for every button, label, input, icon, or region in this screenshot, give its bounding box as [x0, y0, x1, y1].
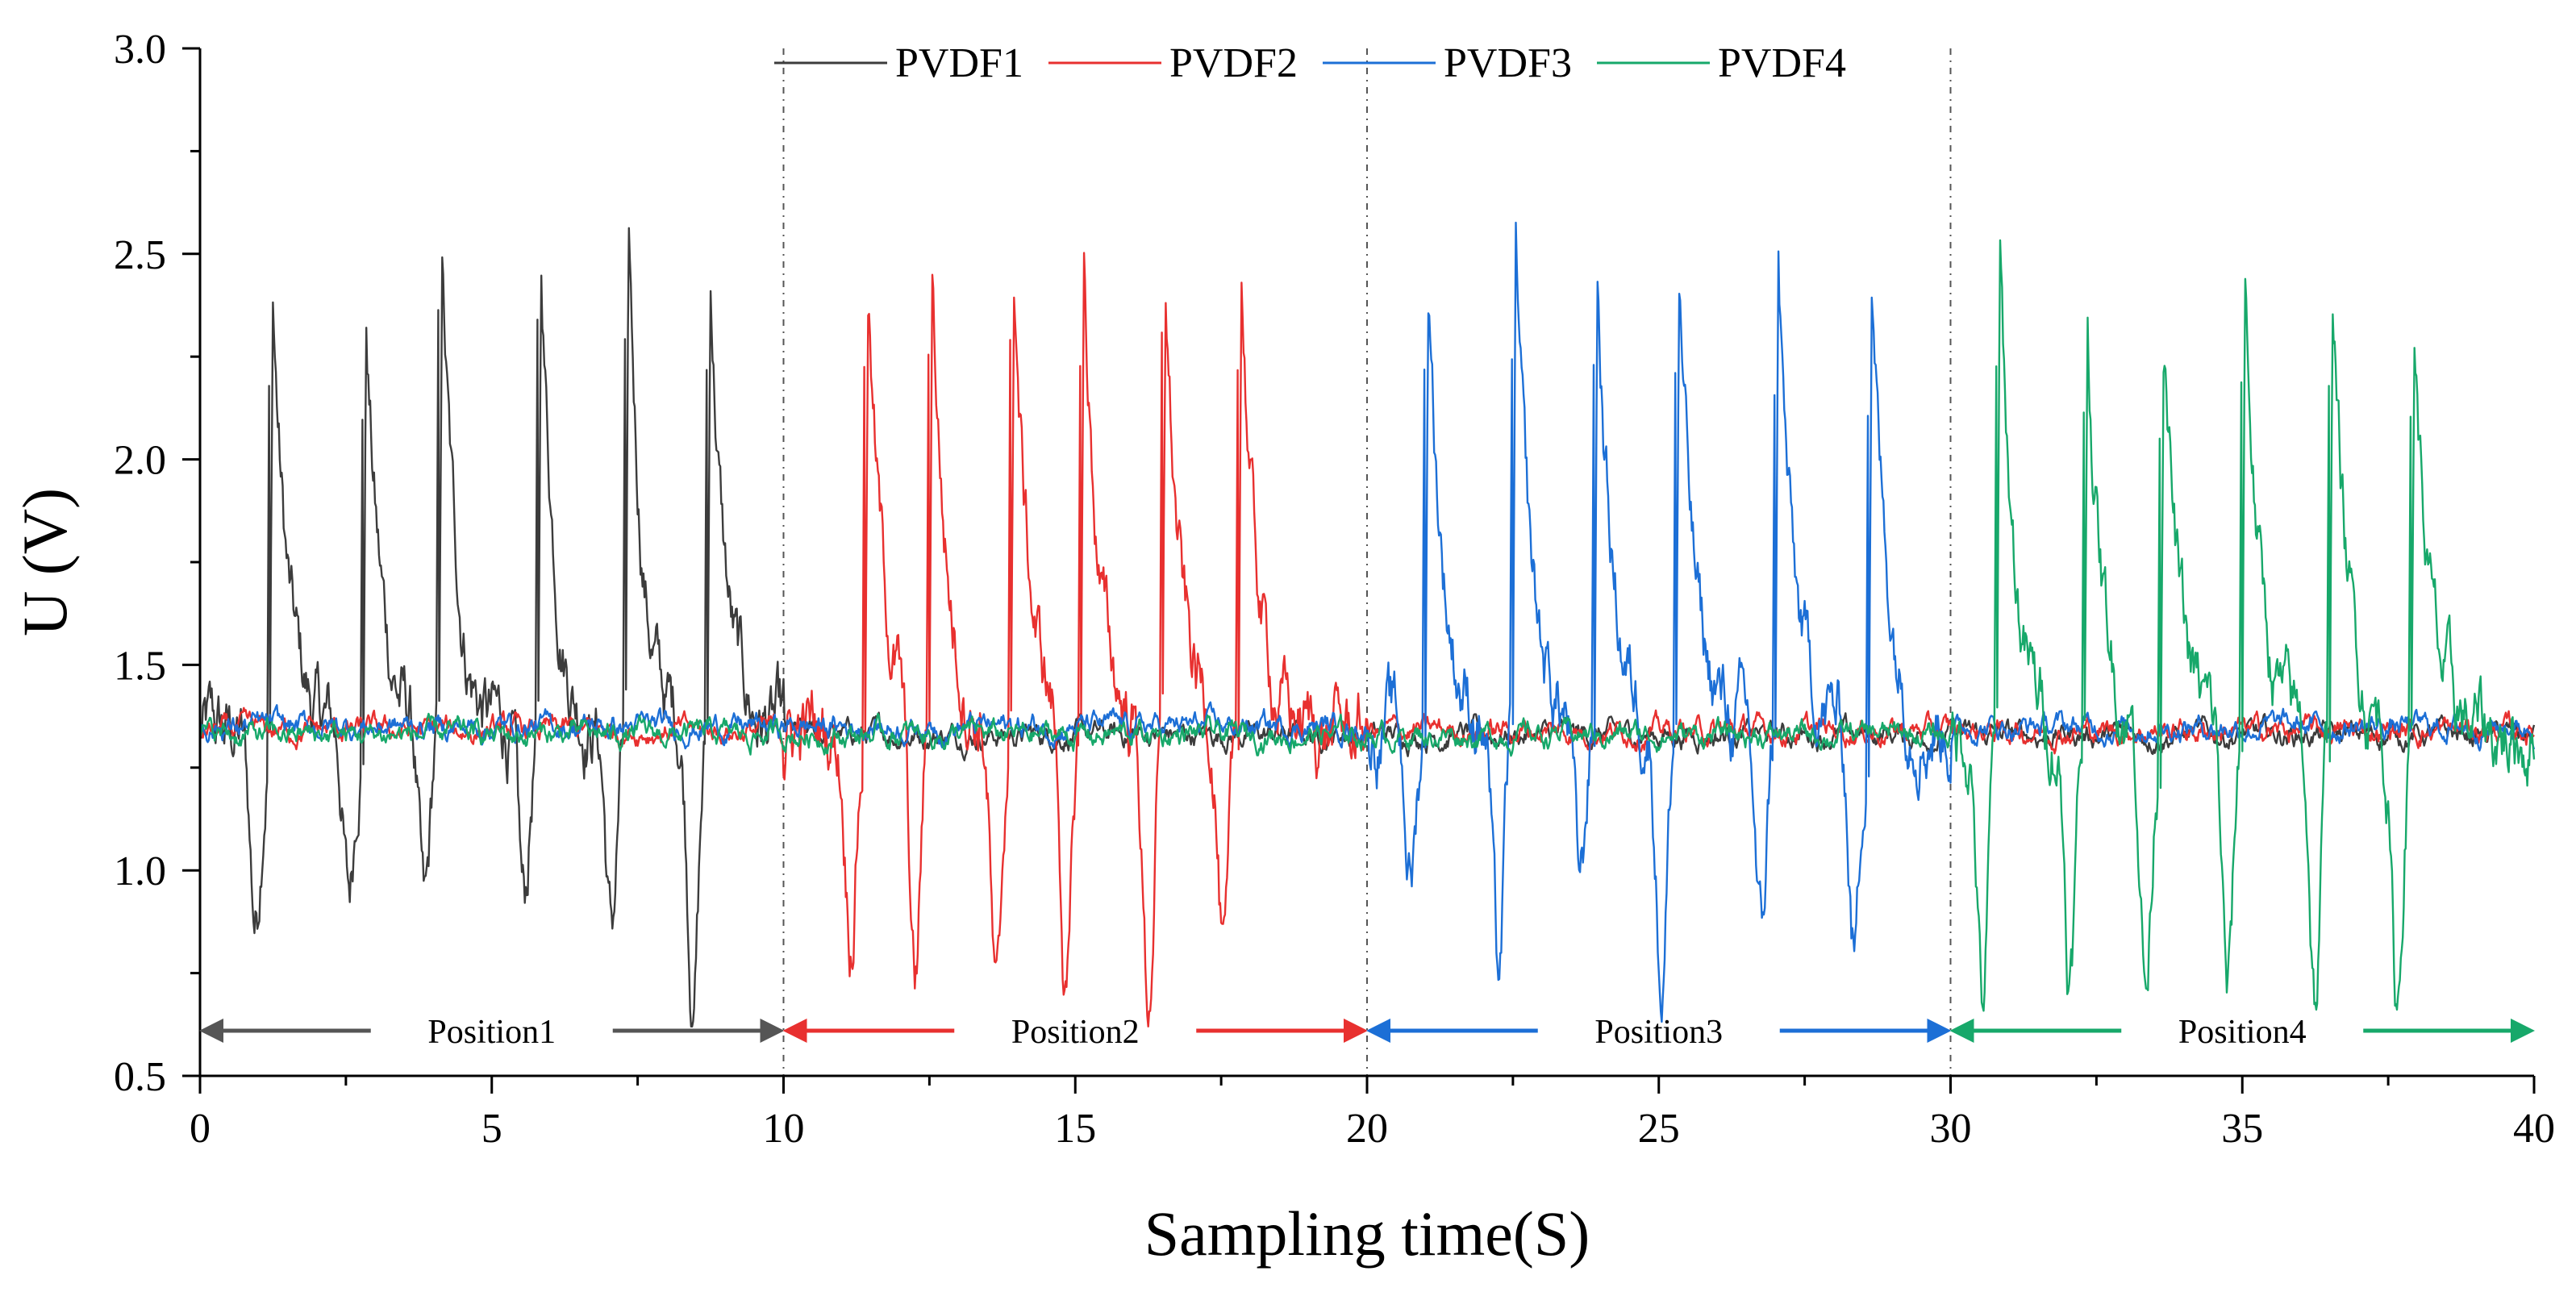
position-label: Position4 [2178, 1014, 2307, 1051]
x-tick-label: 35 [2221, 1106, 2263, 1152]
series-line-pvdf1 [198, 227, 2536, 1028]
series-layer [198, 221, 2536, 1028]
x-tick-label: 40 [2513, 1106, 2555, 1152]
y-axis-title: U (V) [10, 488, 80, 636]
x-tick-label: 0 [190, 1106, 210, 1152]
position-label: Position3 [1594, 1014, 1723, 1051]
position-annotations: Position1 Position2 Position3 Position4 [199, 1014, 2535, 1051]
y-tick-label: 2.5 [114, 232, 166, 278]
x-tick-label: 30 [1930, 1106, 1972, 1152]
x-tick-label: 15 [1054, 1106, 1096, 1152]
position-label: Position2 [1011, 1014, 1140, 1051]
x-tick-label: 5 [481, 1106, 502, 1152]
x-tick-label: 25 [1638, 1106, 1680, 1152]
y-tick-label: 1.0 [114, 848, 166, 894]
legend-label-pvdf2: PVDF2 [1169, 40, 1298, 86]
x-axis-title: Sampling time(S) [1144, 1198, 1590, 1269]
legend-label-pvdf4: PVDF4 [1718, 40, 1846, 86]
y-tick-label: 0.5 [114, 1054, 166, 1100]
series-line-pvdf2 [199, 252, 2535, 1028]
position-label: Position1 [427, 1014, 556, 1051]
legend: PVDF1 PVDF2 PVDF3 PVDF4 [774, 40, 1846, 86]
x-tick-label: 10 [763, 1106, 805, 1152]
legend-label-pvdf3: PVDF3 [1444, 40, 1572, 86]
x-tick-label: 20 [1346, 1106, 1388, 1152]
y-tick-label: 1.5 [114, 643, 166, 689]
y-tick-label: 2.0 [114, 438, 166, 484]
position-dividers [782, 48, 1952, 1076]
y-tick-label: 3.0 [114, 27, 166, 73]
series-line-pvdf4 [198, 239, 2536, 1012]
legend-label-pvdf1: PVDF1 [895, 40, 1023, 86]
axes: 0 5 10 15 20 25 30 35 40 0.5 1.0 1.5 2.0 2.5 3.0 [114, 27, 2555, 1152]
series-line-pvdf3 [199, 221, 2536, 1023]
